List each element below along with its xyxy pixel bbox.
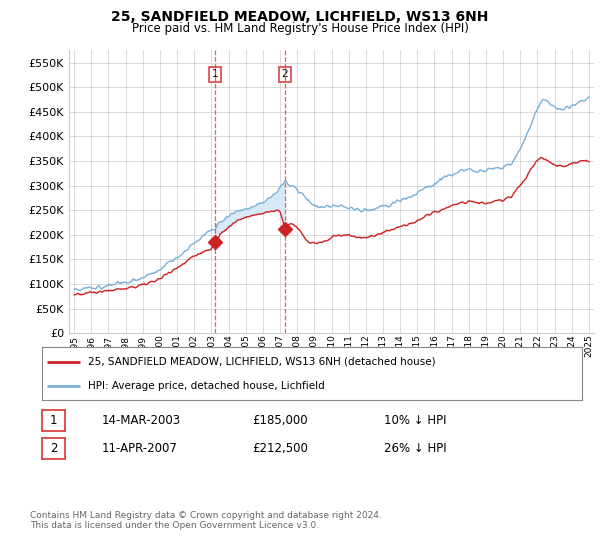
Text: Price paid vs. HM Land Registry's House Price Index (HPI): Price paid vs. HM Land Registry's House … bbox=[131, 22, 469, 35]
Text: 26% ↓ HPI: 26% ↓ HPI bbox=[384, 442, 446, 455]
Text: 1: 1 bbox=[50, 414, 57, 427]
Text: Contains HM Land Registry data © Crown copyright and database right 2024.
This d: Contains HM Land Registry data © Crown c… bbox=[30, 511, 382, 530]
Text: 2: 2 bbox=[281, 69, 288, 80]
Text: 10% ↓ HPI: 10% ↓ HPI bbox=[384, 414, 446, 427]
Text: 25, SANDFIELD MEADOW, LICHFIELD, WS13 6NH (detached house): 25, SANDFIELD MEADOW, LICHFIELD, WS13 6N… bbox=[88, 357, 436, 367]
Text: 14-MAR-2003: 14-MAR-2003 bbox=[102, 414, 181, 427]
Text: 11-APR-2007: 11-APR-2007 bbox=[102, 442, 178, 455]
Text: HPI: Average price, detached house, Lichfield: HPI: Average price, detached house, Lich… bbox=[88, 381, 325, 391]
Text: £212,500: £212,500 bbox=[252, 442, 308, 455]
Text: 25, SANDFIELD MEADOW, LICHFIELD, WS13 6NH: 25, SANDFIELD MEADOW, LICHFIELD, WS13 6N… bbox=[112, 10, 488, 24]
Text: 1: 1 bbox=[212, 69, 218, 80]
Text: £185,000: £185,000 bbox=[252, 414, 308, 427]
Text: 2: 2 bbox=[50, 442, 57, 455]
